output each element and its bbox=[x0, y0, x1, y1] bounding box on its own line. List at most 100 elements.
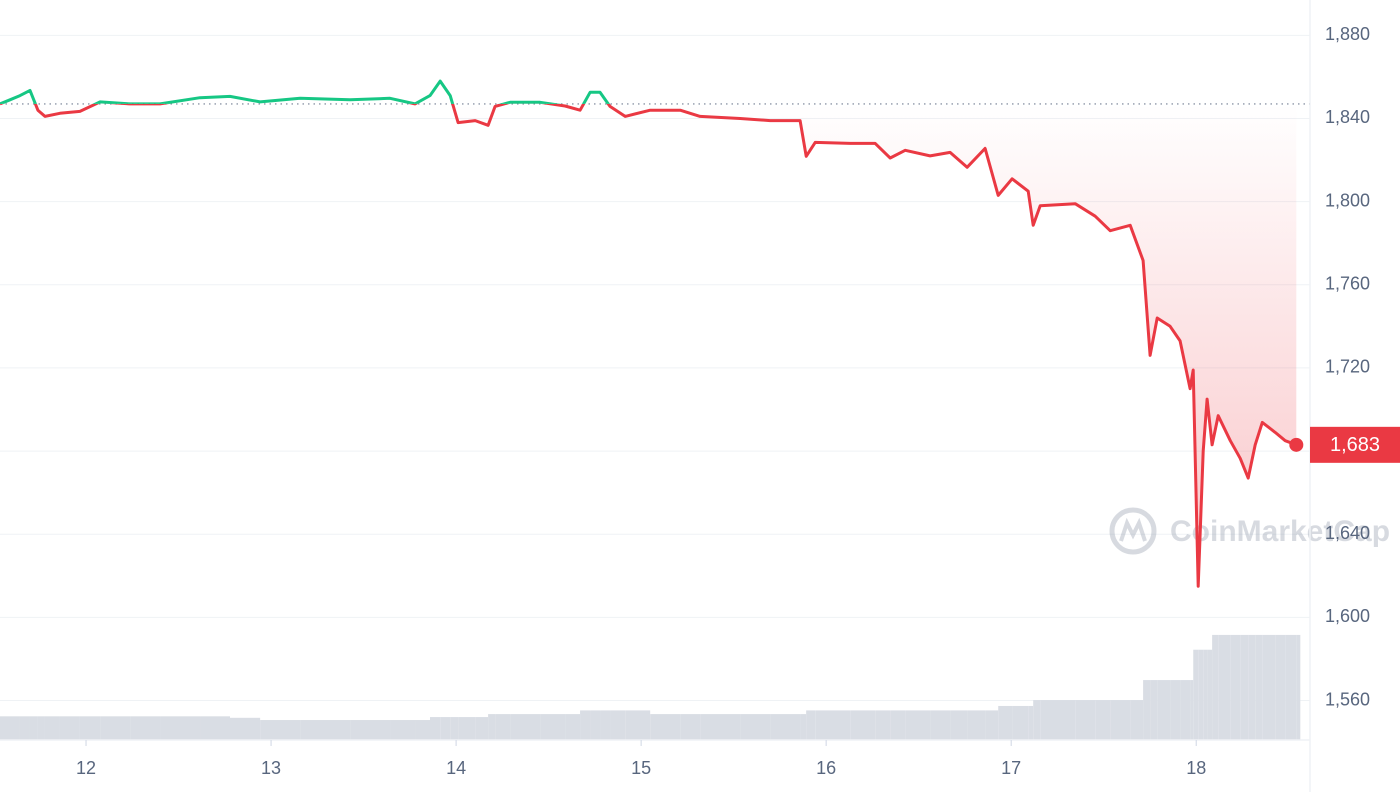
x-tick-label: 15 bbox=[631, 758, 651, 778]
volume-bar bbox=[1033, 700, 1041, 740]
volume-bar bbox=[875, 710, 891, 740]
y-tick-label: 1,640 bbox=[1325, 523, 1370, 543]
volume-bar bbox=[1248, 634, 1256, 740]
volume-bar bbox=[815, 710, 851, 740]
volume-bar bbox=[985, 710, 999, 740]
volume-bar bbox=[1296, 634, 1301, 740]
volume-bar bbox=[229, 717, 261, 740]
volume-bar bbox=[1285, 634, 1297, 740]
volume-bar bbox=[1170, 680, 1181, 740]
volume-bar bbox=[1203, 649, 1208, 740]
y-tick-label: 1,800 bbox=[1325, 190, 1370, 210]
volume-bar bbox=[1180, 680, 1191, 740]
volume-bar bbox=[1012, 705, 1029, 740]
volume-bar bbox=[1040, 700, 1076, 740]
volume-bar bbox=[1198, 649, 1204, 740]
volume-bar bbox=[625, 710, 651, 740]
volume-bar bbox=[475, 717, 489, 740]
volume-bar bbox=[540, 714, 566, 740]
volume-bar bbox=[1230, 634, 1241, 740]
volume-bar bbox=[1240, 634, 1249, 740]
watermark-logo bbox=[1109, 507, 1157, 555]
volume-bar bbox=[1075, 700, 1096, 740]
volume-bar bbox=[510, 714, 541, 740]
volume-bar bbox=[1193, 649, 1199, 740]
volume-bar bbox=[590, 710, 601, 740]
volume-bar bbox=[495, 714, 511, 740]
watermark: CoinMarketCap bbox=[1109, 507, 1390, 555]
volume-bar bbox=[1275, 634, 1286, 740]
price-tag bbox=[1310, 426, 1400, 463]
volume-bar bbox=[998, 705, 1013, 740]
x-tick-label: 18 bbox=[1186, 758, 1206, 778]
volume-bar bbox=[160, 716, 201, 740]
x-tick-label: 12 bbox=[76, 758, 96, 778]
volume-bar bbox=[770, 714, 801, 740]
price-area bbox=[0, 103, 1297, 587]
y-tick-label: 1,760 bbox=[1325, 274, 1370, 294]
volume-bar bbox=[800, 714, 807, 740]
price-line-above bbox=[0, 79, 611, 104]
volume-bar bbox=[390, 720, 416, 740]
volume-bar bbox=[1130, 700, 1144, 740]
volume-bar bbox=[610, 710, 626, 740]
watermark-logo-mark bbox=[1119, 517, 1147, 542]
volume-bar bbox=[1028, 705, 1034, 740]
volume-bar bbox=[200, 716, 230, 740]
x-tick-label: 16 bbox=[816, 758, 836, 778]
x-tick-label: 13 bbox=[261, 758, 281, 778]
volume-bar bbox=[1218, 634, 1231, 740]
volume-bar bbox=[0, 716, 10, 740]
volume-bar bbox=[806, 710, 816, 740]
plot bbox=[0, 79, 1310, 588]
volume-bar bbox=[700, 714, 741, 740]
volume-bar bbox=[9, 716, 20, 740]
y-tick-label: 1,600 bbox=[1325, 606, 1370, 626]
last-point bbox=[1289, 437, 1304, 452]
volume-bar bbox=[565, 714, 581, 740]
y-tick-label: 1,560 bbox=[1325, 689, 1370, 709]
price-tag-label: 1,683 bbox=[1330, 434, 1380, 456]
volume-bar bbox=[580, 710, 591, 740]
watermark-text: CoinMarketCap bbox=[1170, 515, 1390, 548]
volume-bar bbox=[680, 714, 701, 740]
x-tick-label: 17 bbox=[1001, 758, 1021, 778]
volume-bar bbox=[740, 714, 771, 740]
volume-bar bbox=[415, 720, 431, 740]
volume-bar bbox=[29, 716, 38, 740]
volume-bar bbox=[450, 717, 459, 740]
volume-bar bbox=[37, 716, 45, 740]
volume-bar bbox=[488, 714, 496, 740]
y-tick-label: 1,720 bbox=[1325, 357, 1370, 377]
volume-bar bbox=[930, 710, 951, 740]
volume-bar bbox=[1207, 649, 1213, 740]
volume-bar bbox=[905, 710, 931, 740]
volume-bar bbox=[1157, 680, 1171, 740]
volume bbox=[0, 634, 1301, 740]
volume-bar bbox=[890, 710, 906, 740]
volume-bar bbox=[430, 717, 441, 740]
volume-bar bbox=[350, 720, 391, 740]
volume-bar bbox=[950, 710, 968, 740]
volume-bar bbox=[100, 716, 131, 740]
volume-bar bbox=[59, 716, 80, 740]
volume-bar bbox=[650, 714, 681, 740]
volume-bar bbox=[260, 720, 301, 740]
volume-bar bbox=[44, 716, 60, 740]
x-tick-label: 14 bbox=[446, 758, 466, 778]
volume-bar bbox=[79, 716, 101, 740]
grid bbox=[0, 34, 1310, 702]
volume-bar bbox=[130, 716, 161, 740]
volume-bar bbox=[1212, 634, 1219, 740]
volume-bar bbox=[1110, 700, 1131, 740]
y-tick-label: 1,840 bbox=[1325, 107, 1370, 127]
volume-bar bbox=[967, 710, 986, 740]
volume-bar bbox=[1190, 680, 1194, 740]
volume-bar bbox=[1143, 680, 1151, 740]
price-line bbox=[0, 103, 1297, 588]
volume-bar bbox=[1255, 634, 1263, 740]
volume-bar bbox=[458, 717, 476, 740]
